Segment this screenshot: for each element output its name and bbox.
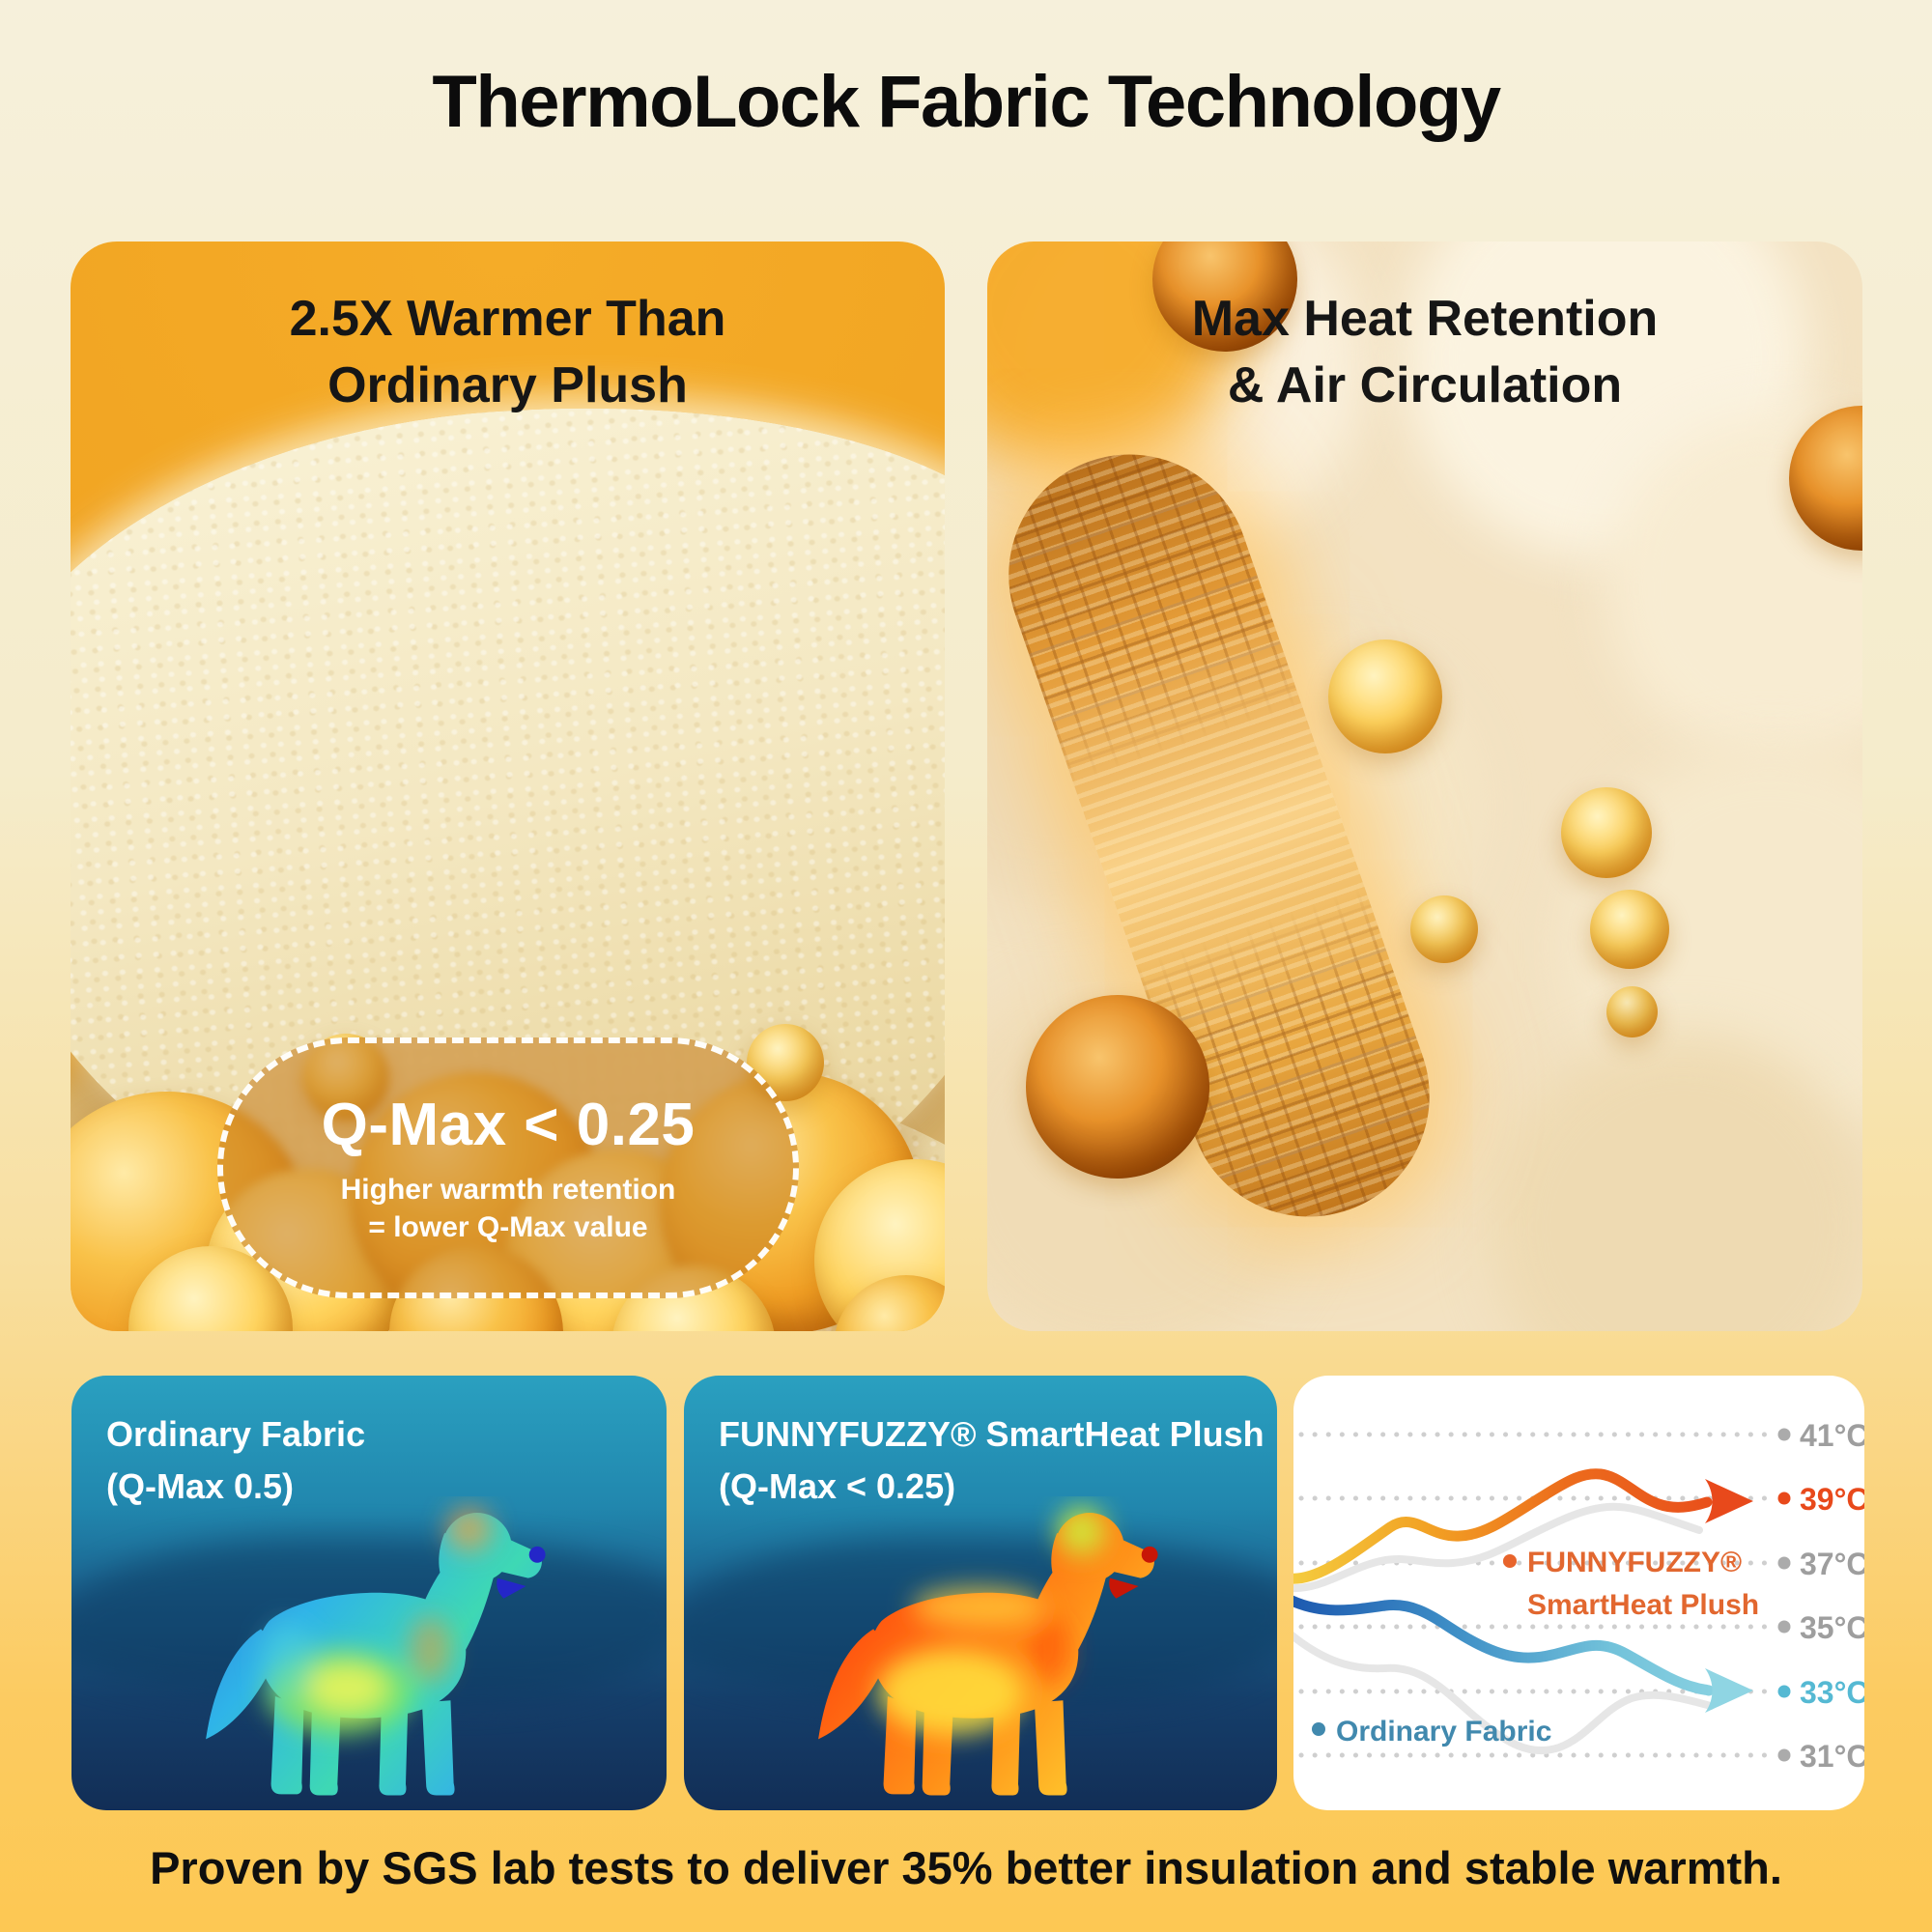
qmax-badge-subtitle-line2: = lower Q-Max value	[368, 1210, 648, 1243]
thermal-patches	[877, 1506, 1106, 1736]
yarn-coil	[1490, 1034, 1862, 1331]
thermal-smartheat-label-line1: FUNNYFUZZY® SmartHeat Plush	[719, 1414, 1264, 1454]
retention-panel: Max Heat Retention & Air Circulation	[987, 242, 1862, 1331]
qmax-badge-subtitle: Higher warmth retention = lower Q-Max va…	[341, 1171, 676, 1246]
qmax-badge-title: Q-Max < 0.25	[321, 1091, 696, 1158]
tick-label-37c: 37°C	[1800, 1547, 1864, 1581]
bubble	[1410, 895, 1478, 963]
smartheat-arrow-icon	[1705, 1479, 1753, 1523]
page-title: ThermoLock Fabric Technology	[432, 61, 1501, 143]
tick-label-35c: 35°C	[1800, 1610, 1864, 1645]
bubble	[1590, 890, 1669, 969]
dog-mouth	[1109, 1577, 1139, 1599]
smartheat-echo-curve	[1293, 1502, 1703, 1592]
thermal-dog-warm-image	[818, 1506, 1158, 1796]
tick-dot-35c	[1777, 1620, 1791, 1634]
warmth-panel: Q-Max < 0.25 Higher warmth retention = l…	[71, 242, 945, 1331]
thermal-ordinary-label-line1: Ordinary Fabric	[106, 1414, 366, 1454]
thermal-panel-smartheat: FUNNYFUZZY® SmartHeat Plush (Q-Max < 0.2…	[684, 1376, 1277, 1810]
tick-label-31c: 31°C	[1800, 1739, 1864, 1774]
qmax-badge-subtitle-line1: Higher warmth retention	[340, 1173, 676, 1206]
tick-dot-37c	[1777, 1556, 1791, 1570]
smartheat-legend-line1: FUNNYFUZZY®	[1527, 1547, 1742, 1578]
bubble	[1606, 986, 1658, 1037]
dog-nose	[1141, 1546, 1158, 1563]
qmax-badge: Q-Max < 0.25 Higher warmth retention = l…	[217, 1037, 799, 1298]
thermal-ordinary-label: Ordinary Fabric (Q-Max 0.5)	[106, 1408, 365, 1513]
smartheat-series-line	[1293, 1468, 1713, 1584]
warmth-heading-line2: Ordinary Plush	[327, 356, 688, 413]
ordinary-series-line	[1293, 1595, 1715, 1696]
retention-panel-heading: Max Heat Retention & Air Circulation	[987, 286, 1862, 418]
bubble	[1561, 787, 1652, 878]
thermal-smartheat-label-line2: (Q-Max < 0.25)	[719, 1466, 956, 1506]
dog-silhouette	[206, 1513, 542, 1796]
tick-label-41c: 41°C	[1800, 1418, 1864, 1453]
warmth-heading-line1: 2.5X Warmer Than	[289, 291, 726, 347]
smartheat-legend-dot	[1503, 1554, 1517, 1568]
temperature-chart: FUNNYFUZZY® SmartHeat Plush Ordinary Fab…	[1293, 1418, 1864, 1774]
tick-label-39c: 39°C	[1800, 1482, 1864, 1517]
dog-nose	[528, 1546, 546, 1563]
sgs-proof-caption: Proven by SGS lab tests to deliver 35% b…	[150, 1842, 1782, 1893]
thermal-panel-ordinary: Ordinary Fabric (Q-Max 0.5)	[71, 1376, 667, 1810]
tick-dot-33c	[1777, 1685, 1791, 1698]
tick-dot-39c	[1777, 1492, 1791, 1505]
tick-dot-31c	[1777, 1748, 1791, 1762]
retention-heading-line1: Max Heat Retention	[1191, 291, 1659, 347]
ordinary-arrow-icon	[1705, 1668, 1753, 1713]
ordinary-legend-dot	[1312, 1722, 1325, 1736]
bubble	[1026, 995, 1209, 1179]
retention-heading-line2: & Air Circulation	[1227, 356, 1623, 413]
bubble	[1328, 639, 1442, 753]
dog-mouth	[497, 1577, 526, 1599]
thermal-dog-cold-image	[206, 1506, 546, 1796]
tick-dot-41c	[1777, 1428, 1791, 1441]
temperature-chart-panel: FUNNYFUZZY® SmartHeat Plush Ordinary Fab…	[1293, 1376, 1864, 1810]
dog-silhouette	[818, 1513, 1154, 1796]
ordinary-echo-curve	[1293, 1632, 1715, 1755]
tick-label-33c: 33°C	[1800, 1675, 1864, 1710]
ordinary-legend-label: Ordinary Fabric	[1336, 1716, 1551, 1747]
thermal-smartheat-label: FUNNYFUZZY® SmartHeat Plush (Q-Max < 0.2…	[719, 1408, 1264, 1513]
smartheat-legend-line2: SmartHeat Plush	[1527, 1589, 1759, 1621]
thermal-patches	[261, 1506, 492, 1736]
thermal-ordinary-label-line2: (Q-Max 0.5)	[106, 1466, 295, 1506]
warmth-panel-heading: 2.5X Warmer Than Ordinary Plush	[71, 286, 945, 418]
